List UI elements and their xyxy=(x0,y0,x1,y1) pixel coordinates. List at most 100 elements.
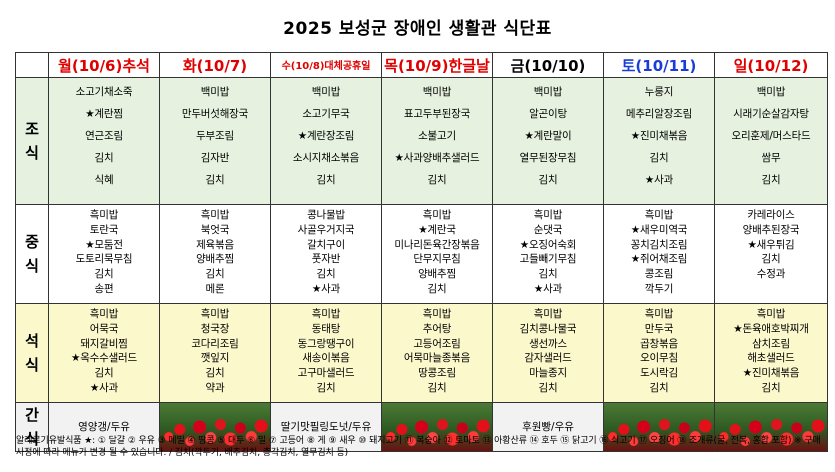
menu-item: 김치 xyxy=(94,367,114,380)
day-header: 월(10/6)추석 xyxy=(48,52,160,78)
menu-item: 흑미밥 xyxy=(89,308,119,320)
menu-item: 김치 xyxy=(316,268,336,281)
menu-item: 김치 xyxy=(205,268,225,281)
menu-item: 흑미밥 xyxy=(422,209,452,221)
menu-item: 추어탕 xyxy=(422,322,452,335)
menu-item: 흑미밥 xyxy=(422,308,452,320)
snack-item: 딸기맛필링도넛/두유 xyxy=(270,402,382,452)
menu-item: 깻잎지 xyxy=(200,352,230,365)
day-label: 월(10/6)추석 xyxy=(58,56,150,75)
menu-item: ★계란국 xyxy=(418,223,456,236)
snack-item: 후원빵/우유 xyxy=(492,402,604,452)
menu-item: 풋자반 xyxy=(311,253,341,266)
menu-item: 약과 xyxy=(205,381,225,394)
menu-item: 흑미밥 xyxy=(644,308,674,320)
menu-item: ★쥐어채조림 xyxy=(630,253,688,266)
flower-photo xyxy=(381,402,493,452)
menu-item: 김치 xyxy=(205,367,225,380)
menu-item: 도토리묵무침 xyxy=(75,253,133,266)
weekly-menu-table: 월(10/6)추석 화(10/7) 수(10/8)대체공휴일 목(10/9)한글… xyxy=(15,52,828,452)
menu-item: 흑미밥 xyxy=(644,209,674,221)
menu-item: 사골우거지국 xyxy=(297,223,355,236)
menu-item: 소고기채소죽 xyxy=(75,86,133,98)
red-spider-lily-image xyxy=(715,403,827,451)
lunch-cell: 흑미밥 ★새우미역국 꽁치김치조림 ★쥐어채조림 콩조림 깍두기 xyxy=(603,204,715,304)
dinner-cell: 흑미밥 ★돈육애호박찌개 삼치조림 해초샐러드 ★진미채볶음 김치 xyxy=(714,303,828,403)
dinner-cell: 흑미밥 만두국 곱창볶음 오이무침 도시락김 김치 xyxy=(603,303,715,403)
day-label: 목(10/9)한글날 xyxy=(384,56,490,75)
menu-item: ★오징어숙회 xyxy=(519,238,577,251)
red-spider-lily-image xyxy=(604,403,714,451)
menu-item: 갈치구이 xyxy=(307,238,345,251)
menu-item: 돼지갈비찜 xyxy=(80,337,128,350)
menu-item: ★돈육애호박찌개 xyxy=(733,322,809,335)
menu-item: 고등어조림 xyxy=(413,337,461,350)
menu-item: 연근조림 xyxy=(85,130,123,142)
menu-item: 생선까스 xyxy=(529,337,567,350)
day-header: 목(10/9)한글날 xyxy=(381,52,493,78)
menu-item: 삼치조림 xyxy=(752,337,790,350)
menu-item: 김치 xyxy=(427,282,447,295)
menu-item: 김치콩나물국 xyxy=(519,322,577,335)
menu-item: 콩조림 xyxy=(644,268,674,281)
breakfast-cell: 백미밥 시래기순살감자탕 오리훈제/머스타드 쌈무 김치 xyxy=(714,77,828,205)
menu-item: ★사과 xyxy=(89,381,119,394)
day-label: 금(10/10) xyxy=(510,56,586,75)
lunch-cell: 흑미밥 순댓국 ★오징어숙회 고들빼기무침 김치 ★사과 xyxy=(492,204,604,304)
menu-item: 수정과 xyxy=(756,268,786,281)
menu-item: 메추리알장조림 xyxy=(625,108,693,120)
menu-item: 어묵국 xyxy=(89,322,119,335)
menu-item: 고구마샐러드 xyxy=(297,367,355,380)
menu-item: 백미밥 xyxy=(756,86,786,98)
lunch-cell: 흑미밥 북엇국 제육볶음 양배추찜 김치 메론 xyxy=(159,204,271,304)
menu-item: 김치 xyxy=(538,268,558,281)
menu-item: 오이무침 xyxy=(640,352,678,365)
menu-item: 김치 xyxy=(649,152,669,164)
menu-item: 김자반 xyxy=(200,152,230,164)
menu-item: 흑미밥 xyxy=(533,308,563,320)
menu-item: 김치 xyxy=(761,253,781,266)
menu-item: ★계란장조림 xyxy=(297,130,355,142)
lunch-cell: 흑미밥 토란국 ★모둠전 도토리묵무침 김치 송편 xyxy=(48,204,160,304)
menu-item: 소시지채소볶음 xyxy=(292,152,360,164)
lunch-cell: 콩나물밥 사골우거지국 갈치구이 풋자반 김치 ★사과 xyxy=(270,204,382,304)
dinner-cell: 흑미밥 동태탕 동그랑땡구이 새송이볶음 고구마샐러드 김치 xyxy=(270,303,382,403)
menu-item: 송편 xyxy=(94,282,114,295)
menu-item: 김치 xyxy=(427,381,447,394)
day-label: 수(10/8)대체공휴일 xyxy=(281,61,371,72)
menu-item: 김치 xyxy=(761,381,781,394)
menu-item: 꽁치김치조림 xyxy=(630,238,688,251)
menu-item: 흑미밥 xyxy=(200,209,230,221)
menu-item: 알곤이탕 xyxy=(529,108,567,120)
menu-item: 제육볶음 xyxy=(196,238,234,251)
day-header: 토(10/11) xyxy=(603,52,715,78)
breakfast-cell: 백미밥 소고기무국 ★계란장조림 소시지채소볶음 김치 xyxy=(270,77,382,205)
menu-item: 해초샐러드 xyxy=(747,352,795,365)
day-header: 일(10/12) xyxy=(714,52,828,78)
menu-item: 도시락김 xyxy=(640,367,678,380)
menu-item: 식혜 xyxy=(94,174,114,186)
lunch-row: 중 식 흑미밥 토란국 ★모둠전 도토리묵무침 김치 송편 흑미밥 북엇국 제육볶음 양배추찜 김치 메론… xyxy=(15,204,828,304)
menu-item: 곱창볶음 xyxy=(640,337,678,350)
menu-item: ★모둠전 xyxy=(85,238,123,251)
menu-item: 동태탕 xyxy=(311,322,341,335)
day-label: 토(10/11) xyxy=(621,56,697,75)
menu-item: 백미밥 xyxy=(311,86,341,98)
dinner-row: 석 식 흑미밥 어묵국 돼지갈비찜 ★옥수수샐러드 김치 ★사과 흑미밥 청국장 코다리조림 깻잎지 김… xyxy=(15,303,828,403)
menu-item: 김치 xyxy=(649,381,669,394)
breakfast-cell: 소고기채소죽 ★계란찜 연근조림 김치 식혜 xyxy=(48,77,160,205)
menu-item: 김치 xyxy=(427,174,447,186)
menu-item: 시래기순살감자탕 xyxy=(733,108,809,120)
menu-item: 흑미밥 xyxy=(311,308,341,320)
menu-item: 쌈무 xyxy=(761,152,781,164)
dinner-cell: 흑미밥 김치콩나물국 생선까스 감자샐러드 마늘종지 김치 xyxy=(492,303,604,403)
menu-item: 어묵마늘종볶음 xyxy=(403,352,471,365)
menu-item: 오리훈제/머스타드 xyxy=(731,130,811,142)
dinner-cell: 흑미밥 추어탕 고등어조림 어묵마늘종볶음 땅콩조림 김치 xyxy=(381,303,493,403)
allergy-footnote: 알레르기유발식품 ★: ① 달걀 ② 우유 ③ 메밀 ④ 땅콩 ⑤ 대두 ⑥ 밀… xyxy=(16,436,821,458)
flower-photo xyxy=(714,402,828,452)
menu-item: ★진미채볶음 xyxy=(742,367,800,380)
menu-item: 두부조림 xyxy=(196,130,234,142)
menu-item: ★사과양배추샐러드 xyxy=(394,152,480,164)
